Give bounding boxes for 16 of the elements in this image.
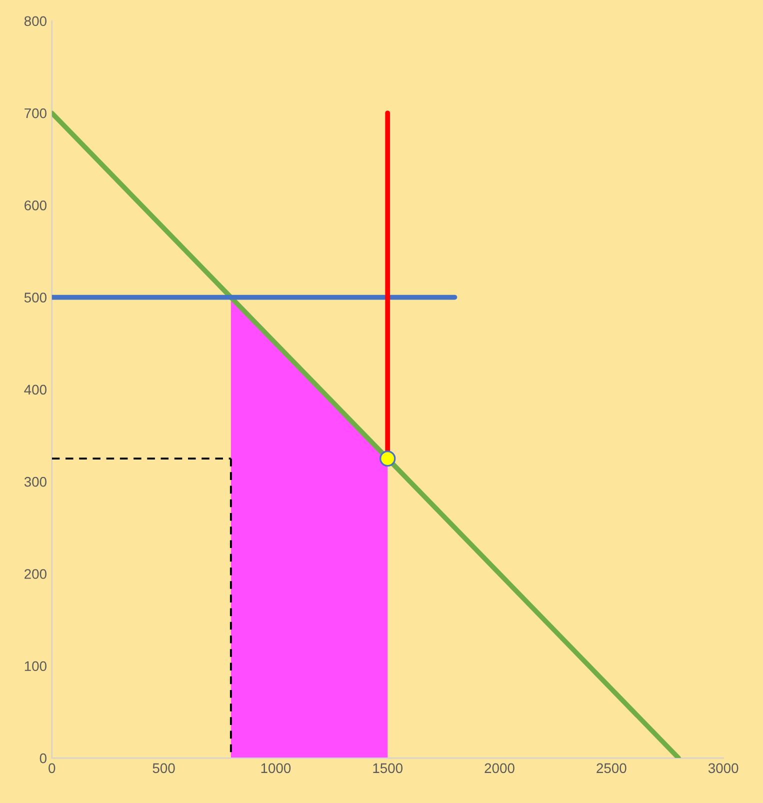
x-tick-label: 0 [48,763,56,774]
x-tick-label: 2000 [484,763,514,774]
x-tick-label: 500 [152,763,175,774]
y-tick-label: 200 [24,569,46,579]
x-tick-label: 2500 [596,763,626,774]
y-tick-label: 300 [24,476,46,487]
y-tick-label: 800 [24,16,46,26]
y-tick-label: 400 [24,384,46,395]
x-tick-label: 3000 [708,763,738,774]
x-tick-label: 1000 [261,763,291,774]
y-tick-label: 700 [24,108,46,118]
y-tick-label: 600 [24,200,46,210]
y-tick-label: 500 [24,292,46,302]
y-tick-label: 0 [40,753,46,764]
y-tick-label: 100 [24,661,46,672]
x-tick-label: 1500 [373,763,403,774]
